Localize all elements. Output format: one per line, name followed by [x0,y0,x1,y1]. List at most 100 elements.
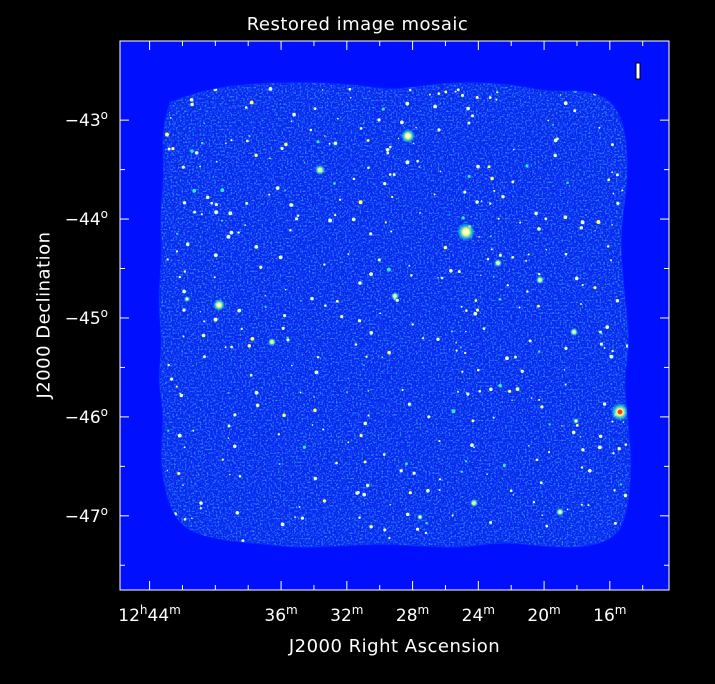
radio-source [563,369,566,371]
radio-source [277,433,281,436]
radio-source [460,346,462,349]
radio-source [466,392,470,396]
radio-source [224,346,227,349]
radio-source [230,139,233,142]
y-axis-label: J2000 Declination [33,231,55,399]
radio-source [552,123,555,126]
radio-source [200,213,203,216]
plot-frame [119,40,670,591]
radio-source [392,173,396,177]
radio-source [475,308,480,312]
radio-source [482,327,486,330]
radio-source [537,350,541,353]
radio-source [169,116,172,119]
radio-source [281,326,285,330]
radio-source [416,159,419,163]
radio-source [495,98,498,101]
radio-source [514,355,517,359]
radio-source [200,141,204,145]
radio-source [407,402,411,406]
radio-source [249,100,254,105]
radio-source [438,440,441,443]
radio-source [388,536,391,540]
beam-marker [635,62,641,80]
bright-source [556,508,564,516]
radio-source [349,96,352,99]
radio-source [573,109,577,113]
radio-source [182,289,186,294]
radio-source [190,149,194,153]
radio-source [175,385,178,388]
radio-source [282,413,286,417]
radio-source [383,528,387,532]
radio-source [238,474,242,478]
radio-source [340,314,344,319]
radio-source [460,470,464,474]
radio-source [515,387,520,391]
x-tick-label: 12h44m [118,603,181,626]
radio-source [382,453,386,456]
radio-source [475,96,479,99]
radio-source [189,98,194,102]
radio-source [602,402,607,406]
radio-source [363,460,367,464]
radio-source [470,443,474,447]
radio-source [225,142,227,145]
y-tick-label: −43o [65,108,108,131]
radio-source [355,491,359,495]
radio-source [203,320,206,323]
radio-source [227,392,230,394]
mosaic-region [159,82,631,548]
radio-source [290,364,293,367]
radio-source [537,304,540,308]
radio-source [237,308,242,313]
x-tick-label: 16m [593,603,626,626]
radio-source [171,146,175,151]
radio-source [210,201,214,205]
radio-source [369,272,373,276]
radio-source [333,182,336,185]
radio-source [611,171,613,174]
radio-source [611,223,613,226]
radio-source [389,504,391,506]
radio-source [502,463,506,467]
radio-source [367,390,370,392]
radio-source [540,405,544,409]
radio-source [220,219,224,222]
radio-source [564,346,568,350]
radio-source [486,473,488,475]
radio-source [240,327,243,331]
radio-source [359,433,363,438]
radio-source [294,516,296,519]
radio-source [269,157,271,160]
radio-source [321,89,324,91]
radio-source [433,104,438,109]
radio-source [580,466,584,469]
radio-source [509,489,513,493]
radio-source [496,91,499,94]
radio-source [594,229,596,232]
radio-source [422,337,425,340]
radio-source [526,290,529,293]
radio-source [566,508,569,511]
radio-source [480,200,483,202]
radio-source [415,126,417,129]
radio-source [408,264,411,267]
radio-source [405,160,410,165]
radio-source [264,306,267,309]
radio-source [191,517,193,519]
radio-source [283,314,287,318]
radio-source [235,510,240,515]
radio-source [401,388,404,392]
radio-source [227,424,231,428]
radio-source [324,135,326,137]
radio-source [408,88,412,92]
radio-source [289,203,294,207]
radio-source [255,403,260,408]
radio-source [553,138,558,143]
radio-source [181,165,185,169]
radio-source [286,338,290,342]
radio-source [347,441,350,444]
radio-source [587,504,590,507]
radio-source [295,217,299,221]
